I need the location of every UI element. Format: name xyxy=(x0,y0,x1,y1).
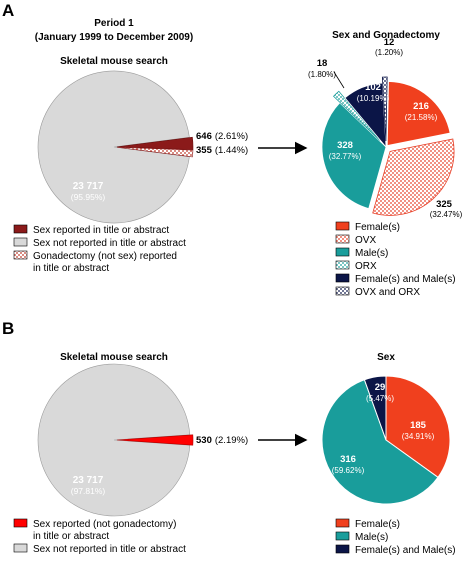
pie-slice-male-s xyxy=(321,102,387,210)
legend-swatch-b-both xyxy=(335,544,350,554)
a-left-legend: Sex reported in title or abstract Sex no… xyxy=(13,224,186,274)
pie-b-skeletal-search xyxy=(37,363,194,517)
legend-label-sex-reported: Sex reported in title or abstract xyxy=(33,225,169,236)
b-right-legend: Female(s) Male(s) Female(s) and Male(s) xyxy=(335,518,456,556)
a-right-value-both: 102 xyxy=(365,82,381,93)
b-left-value-grey: 23 717 xyxy=(73,475,104,486)
legend-label-b-sex-reported-1: Sex reported (not gonadectomy) xyxy=(33,519,176,530)
panel-letter-a: A xyxy=(2,1,14,20)
b-left-labels: 530 (2.19%) 23 717 (97.81%) xyxy=(71,435,248,496)
pie-slice-orx xyxy=(332,90,381,141)
a-right-pct-male: (32.77%) xyxy=(329,152,362,161)
a-right-value-female: 216 xyxy=(413,101,429,112)
a-right-pct-female: (21.58%) xyxy=(405,113,438,122)
a-right-pct-both: (10.19%) xyxy=(357,94,390,103)
a-right-value-male: 328 xyxy=(337,140,353,151)
legend-label-male: Male(s) xyxy=(355,248,388,259)
a-left-value-grey: 23 717 xyxy=(73,181,104,192)
legend-label-b-male: Male(s) xyxy=(355,532,388,543)
a-right-pct-orx: (1.80%) xyxy=(308,70,336,79)
legend-swatch-b-not-reported xyxy=(13,543,28,553)
legend-label-both: Female(s) and Male(s) xyxy=(355,274,456,285)
pie-b-sex xyxy=(321,375,451,505)
a-right-labels: 216 (21.58%) 328 (32.77%) 102 (10.19%) 3… xyxy=(308,37,463,219)
legend-swatch-ovx-orx xyxy=(335,286,350,296)
b-left-pct-530: (2.19%) xyxy=(215,435,248,446)
legend-swatch-gonadectomy xyxy=(13,250,28,260)
period-range: (January 1999 to December 2009) xyxy=(35,32,193,43)
legend-label-ovx-orx: OVX and ORX xyxy=(355,287,420,298)
legend-label-gonadectomy-1: Gonadectomy (not sex) reported xyxy=(33,251,177,262)
a-left-pct-grey: (95.95%) xyxy=(71,192,106,202)
a-left-label-646: 646 (2.61%) xyxy=(196,131,248,142)
legend-label-b-sex-reported-2: in title or abstract xyxy=(33,531,109,542)
a-left-label-355: 355 (1.44%) xyxy=(196,145,248,156)
b-right-labels: 185 (34.91%) 316 (59.62%) 29 (5.47%) xyxy=(332,382,435,475)
period-title: Period 1 xyxy=(94,18,134,29)
a-right-pct-ovx: (32.47%) xyxy=(430,210,463,219)
a-left-pct-355: (1.44%) xyxy=(215,145,248,156)
pie-slice-sex-reported-not-gonadectomy-in-title-or-abstract xyxy=(116,434,194,446)
b-right-value-female: 185 xyxy=(410,420,427,431)
pie-a-sex-gonadectomy xyxy=(321,76,455,216)
pie-a-skeletal-search xyxy=(37,70,194,224)
legend-label-orx: ORX xyxy=(355,261,377,272)
pie-slice-sex-not-reported-in-title-or-abstract xyxy=(37,363,191,517)
pie-slice-female-s xyxy=(386,81,451,146)
pie-slice-sex-reported-in-title-or-abstract xyxy=(116,136,194,150)
b-left-value-530: 530 xyxy=(196,435,212,446)
a-left-title: Skeletal mouse search xyxy=(60,56,168,67)
a-right-title: Sex and Gonadectomy xyxy=(332,30,440,41)
legend-label-female: Female(s) xyxy=(355,222,400,233)
a-left-pct-646: (2.61%) xyxy=(215,131,248,142)
a-right-legend: Female(s) OVX Male(s) ORX Female(s) and … xyxy=(335,221,456,298)
legend-swatch-b-male xyxy=(335,531,350,541)
pie-slice-ovx-and-orx xyxy=(381,76,388,142)
a-left-value-646: 646 xyxy=(196,131,212,142)
a-right-value-ovx: 325 xyxy=(436,199,453,210)
b-right-pct-female: (34.91%) xyxy=(402,432,435,441)
legend-swatch-b-sex-reported xyxy=(13,518,28,528)
pie-slice-male-s xyxy=(321,379,439,505)
a-left-value-355: 355 xyxy=(196,145,213,156)
a-right-pct-ovxorx: (1.20%) xyxy=(375,48,403,57)
legend-swatch-female xyxy=(335,221,350,231)
legend-swatch-sex-reported xyxy=(13,224,28,234)
pie-slice-female-s xyxy=(385,375,451,479)
pie-slice-gonadectomy-not-sex-reported-in-title-or-abstract xyxy=(116,146,194,158)
legend-swatch-male xyxy=(335,247,350,257)
b-right-value-male: 316 xyxy=(340,454,356,465)
b-left-title: Skeletal mouse search xyxy=(60,352,168,363)
legend-swatch-both xyxy=(335,273,350,283)
legend-swatch-sex-not-reported xyxy=(13,237,28,247)
b-right-title: Sex xyxy=(377,352,395,363)
legend-label-ovx: OVX xyxy=(355,235,376,246)
b-right-pct-both: (5.47%) xyxy=(366,394,394,403)
pie-slice-sex-not-reported-in-title-or-abstract xyxy=(37,70,190,224)
pie-slice-ovx xyxy=(372,138,455,216)
a-right-leader-orx xyxy=(333,71,345,89)
legend-label-sex-not-reported: Sex not reported in title or abstract xyxy=(33,238,186,249)
legend-label-gonadectomy-2: in title or abstract xyxy=(33,263,109,274)
legend-label-b-not-reported: Sex not reported in title or abstract xyxy=(33,544,186,555)
legend-label-b-female: Female(s) xyxy=(355,519,400,530)
a-left-labels: 646 (2.61%) 355 (1.44%) 23 717 (95.95%) xyxy=(71,131,248,202)
b-left-label-530: 530 (2.19%) xyxy=(196,435,248,446)
panel-letter-b: B xyxy=(2,319,14,338)
a-right-value-orx: 18 xyxy=(317,58,328,69)
b-left-legend: Sex reported (not gonadectomy) in title … xyxy=(13,518,186,555)
legend-swatch-ovx xyxy=(335,234,350,244)
legend-swatch-b-female xyxy=(335,518,350,528)
b-right-pct-male: (59.62%) xyxy=(332,466,365,475)
legend-label-b-both: Female(s) and Male(s) xyxy=(355,545,456,556)
b-right-value-both: 29 xyxy=(375,382,386,393)
pie-slice-female-s-and-male-s xyxy=(363,375,387,441)
b-left-pct-grey: (97.81%) xyxy=(71,486,106,496)
legend-swatch-orx xyxy=(335,260,350,270)
a-right-value-ovxorx: 12 xyxy=(384,37,395,48)
